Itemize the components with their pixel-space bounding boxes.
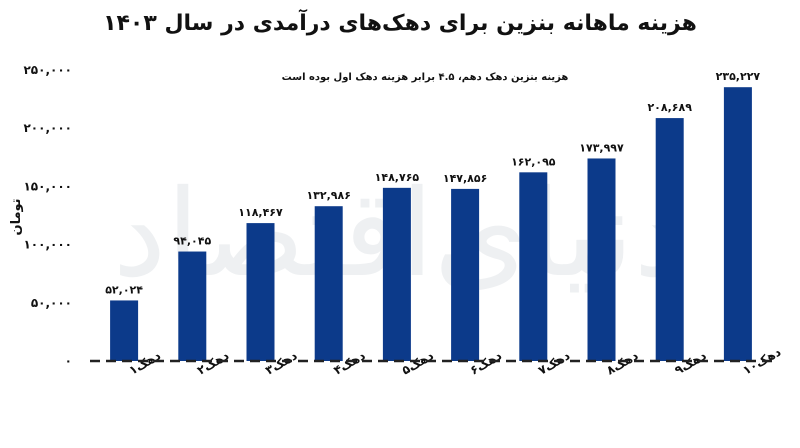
bars bbox=[110, 87, 752, 362]
data-label: ۱۶۲,۰۹۵ bbox=[511, 155, 556, 168]
data-labels: ۵۲,۰۲۴ ۹۴,۰۴۵ ۱۱۸,۴۶۷ ۱۳۲,۹۸۶ ۱۴۸,۷۶۵ ۱۴۷,۸۵۶… bbox=[105, 70, 760, 296]
y-tick-label: ۰ bbox=[65, 354, 72, 368]
bar bbox=[178, 251, 207, 361]
bar bbox=[655, 118, 684, 362]
bar bbox=[382, 187, 411, 361]
y-tick-label: ۲۰۰,۰۰۰ bbox=[23, 121, 72, 135]
chart-annotation: هزینه بنزین دهک دهم، ۴.۵ برابر هزینه دهک… bbox=[282, 72, 569, 83]
data-label: ۱۴۸,۷۶۵ bbox=[375, 171, 420, 184]
y-tick-label: ۲۵۰,۰۰۰ bbox=[23, 63, 72, 77]
data-label: ۲۰۸,۶۸۹ bbox=[647, 101, 692, 114]
data-label: ۱۴۷,۸۵۶ bbox=[443, 172, 487, 185]
chart-title: هزینه ماهانه بنزین برای دهک‌های درآمدی د… bbox=[103, 8, 697, 36]
data-label: ۲۳۵,۲۲۷ bbox=[716, 70, 761, 83]
data-label: ۱۷۳,۹۹۷ bbox=[579, 141, 624, 154]
y-axis-label: تومان bbox=[9, 198, 24, 235]
data-label: ۱۳۲,۹۸۶ bbox=[306, 189, 350, 202]
y-tick-label: ۱۵۰,۰۰۰ bbox=[23, 179, 72, 193]
bar bbox=[246, 223, 275, 361]
bar bbox=[519, 172, 548, 361]
y-tick-label: ۵۰,۰۰۰ bbox=[31, 296, 72, 310]
bar bbox=[587, 158, 616, 361]
bar bbox=[451, 188, 480, 361]
bar bbox=[723, 87, 752, 361]
y-tick-label: ۱۰۰,۰۰۰ bbox=[23, 238, 72, 252]
bar bbox=[314, 206, 343, 361]
y-axis-ticks: ۰ ۵۰,۰۰۰ ۱۰۰,۰۰۰ ۱۵۰,۰۰۰ ۲۰۰,۰۰۰ ۲۵۰,۰۰۰ bbox=[23, 63, 72, 368]
data-label: ۹۴,۰۴۵ bbox=[173, 235, 211, 248]
data-label: ۱۱۸,۴۶۷ bbox=[238, 206, 283, 219]
data-label: ۵۲,۰۲۴ bbox=[105, 283, 143, 296]
bar bbox=[110, 300, 139, 361]
